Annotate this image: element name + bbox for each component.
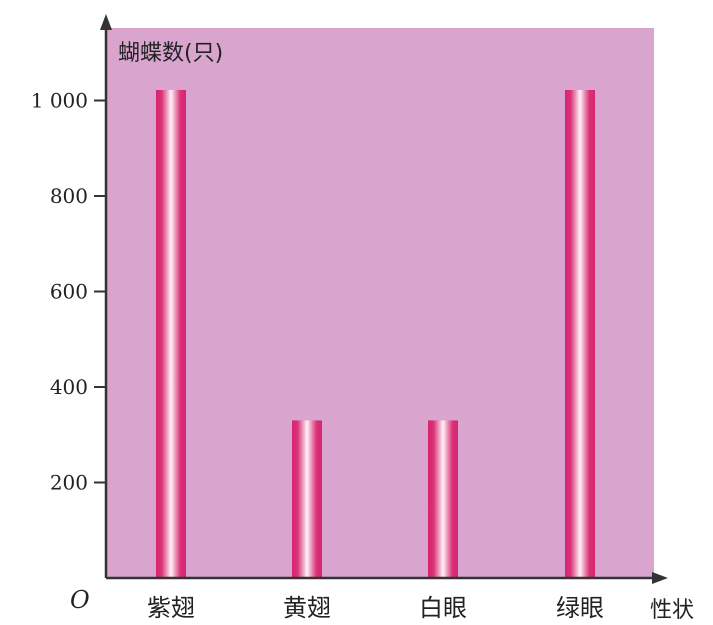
x-category-label: 紫翅 bbox=[147, 594, 195, 622]
bars-group bbox=[156, 90, 595, 578]
bar-2 bbox=[292, 420, 322, 578]
y-tick-label: 200 bbox=[50, 471, 88, 495]
origin-label: O bbox=[70, 586, 90, 614]
y-axis-arrow bbox=[100, 14, 112, 30]
y-tick-label: 1 000 bbox=[31, 89, 88, 113]
y-tick-label: 800 bbox=[50, 184, 88, 208]
plot-background bbox=[106, 28, 654, 577]
x-category-label: 白眼 bbox=[419, 594, 467, 622]
bar-3 bbox=[428, 420, 458, 578]
bar-4 bbox=[565, 90, 595, 578]
x-axis-arrow bbox=[652, 572, 668, 584]
x-labels-group: 紫翅 黄翅 白眼 绿眼 bbox=[147, 594, 604, 622]
x-category-label: 绿眼 bbox=[556, 594, 604, 622]
y-tick-label: 400 bbox=[50, 375, 88, 399]
y-tick-label: 600 bbox=[50, 280, 88, 304]
x-category-label: 黄翅 bbox=[283, 594, 331, 622]
y-ticks-group: 200 400 600 800 1 000 bbox=[31, 89, 106, 495]
x-axis-title: 性状 bbox=[650, 598, 694, 623]
y-axis-title: 蝴蝶数(只) bbox=[118, 41, 223, 66]
bar-1 bbox=[156, 90, 186, 578]
